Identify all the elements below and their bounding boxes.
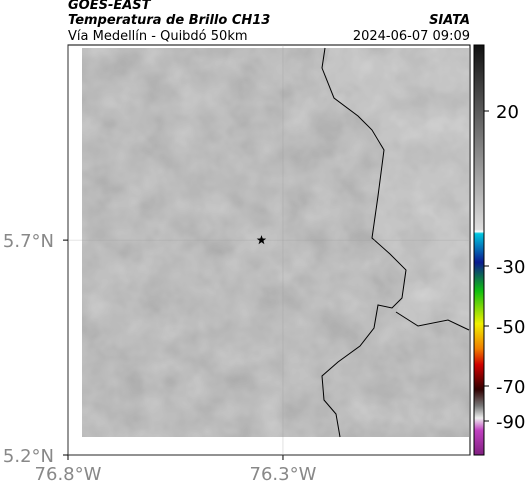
title: GOES-EAST [68,0,152,13]
boundary-line [321,47,407,438]
source: SIATA [429,13,470,28]
colorbar-tick-label: -50 [496,317,525,338]
x-tick-label: 76.3°W [250,464,317,485]
colorbar [473,44,485,456]
colorbar-tick-label: -70 [496,377,525,398]
colorbar-tick-label: -90 [496,412,525,433]
colorbar-tick-label: 20 [496,102,519,123]
route: Vía Medellín - Quibdó 50km [68,29,248,44]
colorbar-tick-label: -30 [496,257,525,278]
boundary-line [395,311,470,331]
satellite-image [82,48,469,437]
y-tick-label: 5.2°N [3,446,54,467]
timestamp: 2024-06-07 09:09 [353,29,470,44]
lighter-region [324,48,469,330]
location-marker [256,235,267,245]
x-tick-label: 76.8°W [35,464,102,485]
subtitle: Temperatura de Brillo CH13 [68,13,270,28]
y-tick-label: 5.7°N [3,231,54,252]
